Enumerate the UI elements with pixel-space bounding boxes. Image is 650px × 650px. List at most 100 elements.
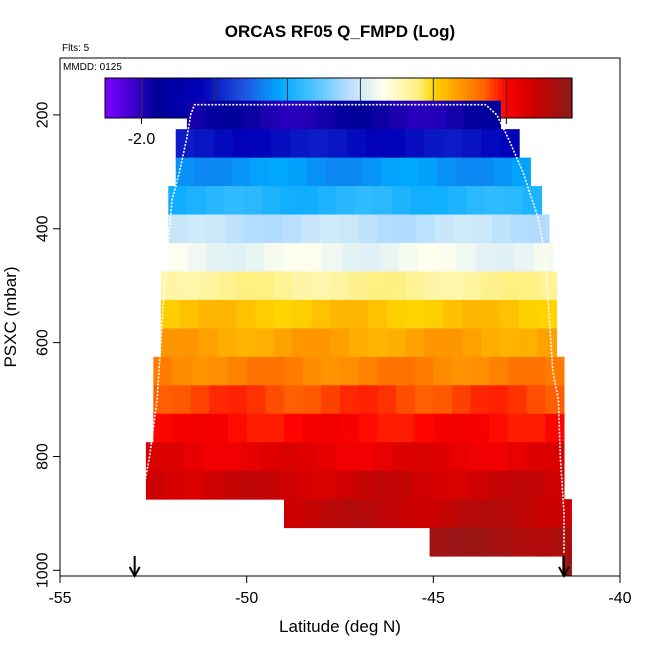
heatmap-cell: [330, 299, 350, 329]
heatmap-cell: [223, 100, 243, 130]
colorbar-segment: [525, 78, 530, 118]
heatmap-cell: [426, 100, 446, 130]
colorbar-segment: [143, 78, 149, 118]
heatmap-cell: [371, 100, 391, 130]
heatmap-cell: [186, 100, 206, 130]
heatmap-cell: [411, 442, 432, 472]
heatmap-cell: [252, 129, 272, 159]
heatmap-cell: [398, 243, 419, 272]
heatmap-cell: [354, 186, 375, 216]
heatmap-cell: [317, 186, 337, 216]
heatmap-cell: [377, 385, 397, 415]
heatmap-cell: [190, 385, 210, 415]
colorbar-segment: [556, 78, 561, 118]
colorbar-segment: [396, 78, 402, 118]
y-tick-label: 400: [35, 215, 52, 242]
heatmap-cell: [330, 328, 350, 358]
colorbar-segment: [291, 78, 297, 118]
colorbar-segment: [498, 78, 503, 118]
heatmap-cell: [292, 271, 313, 301]
heatmap-cell: [453, 214, 474, 244]
colorbar-segment: [155, 78, 161, 118]
heatmap-cell: [271, 129, 291, 159]
heatmap-cell: [470, 413, 490, 443]
heatmap-cell: [209, 385, 229, 415]
y-tick-label: 1000: [35, 552, 52, 588]
heatmap-cell: [236, 328, 256, 358]
colorbar-segment: [248, 78, 254, 118]
heatmap-cell: [518, 271, 539, 301]
heatmap-cell: [213, 129, 234, 159]
heatmap-cell: [443, 299, 463, 329]
colorbar-segment: [206, 78, 211, 118]
colorbar-segment: [431, 78, 437, 118]
heatmap-cell: [231, 157, 251, 187]
heatmap-cell: [302, 356, 322, 386]
heatmap-cell: [437, 499, 457, 529]
colorbar-segment: [151, 78, 157, 118]
heatmap-cell: [179, 299, 199, 329]
colorbar-segment: [443, 78, 449, 118]
colorbar-tick-label: -2.0: [128, 131, 156, 148]
heatmap-cell: [273, 299, 294, 329]
colorbar-segment: [213, 78, 219, 118]
x-tick-label: -45: [422, 590, 445, 607]
heatmap-cell: [414, 413, 434, 443]
heatmap-cell: [261, 186, 281, 216]
heatmap-cell: [198, 271, 218, 301]
heatmap-cell: [456, 499, 477, 529]
heatmap-cell: [530, 214, 550, 244]
heatmap-cell: [263, 214, 284, 244]
heatmap-cell: [360, 499, 381, 529]
heatmap-cell: [242, 100, 262, 130]
heatmap-cell: [168, 243, 188, 272]
heatmap-cell: [183, 470, 204, 500]
heatmap-cell: [265, 413, 285, 443]
colorbar-segment: [198, 78, 203, 118]
heatmap-cell: [462, 271, 482, 301]
heatmap-cell: [491, 214, 512, 244]
heatmap-cell: [206, 214, 226, 244]
heatmap-cell: [545, 356, 565, 386]
heatmap-cell: [429, 527, 451, 557]
heatmap-cell: [321, 385, 341, 415]
heatmap-cell: [160, 299, 181, 329]
heatmap-cell: [445, 100, 465, 130]
heatmap-cell: [472, 214, 493, 244]
colorbar-segment: [182, 78, 188, 118]
colorbar-segment: [175, 78, 180, 118]
heatmap-cell: [250, 157, 270, 187]
heatmap-cell: [205, 100, 225, 130]
heatmap-cell: [487, 470, 508, 500]
flight-track-line: [141, 103, 565, 554]
heatmap-cell: [153, 356, 173, 386]
heatmap-cell: [340, 356, 360, 386]
heatmap-cell: [198, 328, 218, 358]
heatmap-cell: [443, 328, 463, 358]
heatmap-cell: [246, 356, 266, 386]
heatmap-cell: [396, 385, 416, 415]
heatmap-cell: [533, 499, 553, 529]
heatmap-cell: [186, 186, 207, 216]
y-axis: 200 400 600 800 1000: [35, 101, 60, 588]
heatmap-cell: [398, 499, 419, 529]
heatmap-cell: [273, 271, 294, 301]
colorbar-segment: [315, 78, 320, 118]
heatmap-cell: [217, 299, 237, 329]
colorbar-segment: [116, 78, 122, 118]
heatmap-cell: [297, 100, 317, 130]
heatmap-cell: [335, 470, 356, 500]
heatmap-cell: [405, 271, 426, 301]
heatmap-cell: [217, 328, 237, 358]
heatmap-cell: [362, 157, 382, 187]
heatmap-cell: [526, 385, 546, 415]
heatmap-cell: [489, 413, 509, 443]
colorbar-segment: [319, 78, 324, 118]
heatmap-cell: [202, 470, 223, 500]
colorbar-segment: [159, 78, 164, 118]
colorbar-segment: [513, 78, 519, 118]
heatmap-cell: [396, 214, 417, 244]
heatmap-cell: [474, 157, 494, 187]
heatmap-cell: [190, 413, 210, 443]
heatmap-cell: [255, 328, 275, 358]
